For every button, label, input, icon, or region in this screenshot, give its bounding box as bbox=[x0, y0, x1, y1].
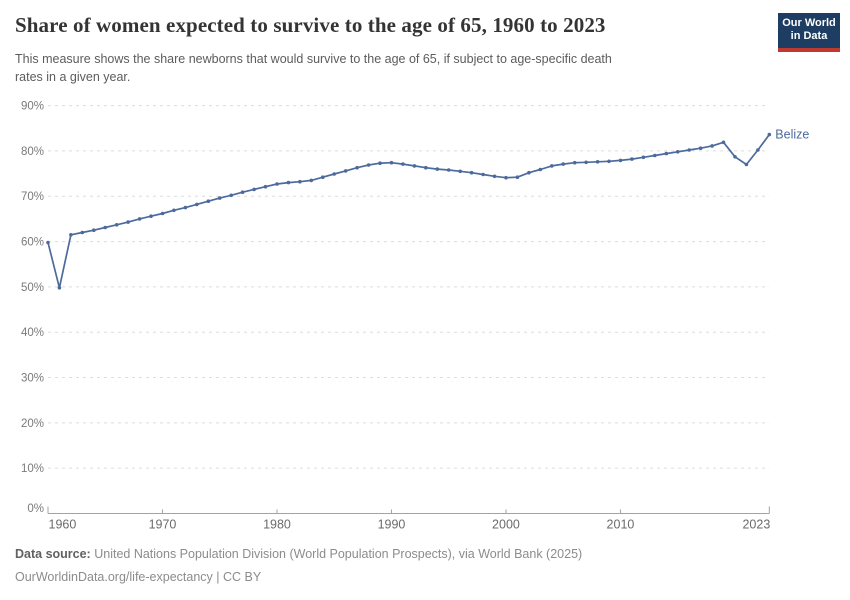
data-point bbox=[80, 230, 85, 235]
data-point bbox=[298, 179, 302, 184]
y-axis-tick-label: 90% bbox=[21, 101, 44, 113]
data-point bbox=[618, 158, 623, 163]
data-point bbox=[733, 155, 737, 159]
data-point bbox=[469, 170, 474, 175]
x-axis-tick-label: 1990 bbox=[378, 518, 406, 532]
data-point bbox=[378, 161, 382, 165]
owid-logo-line2: in Data bbox=[790, 30, 828, 42]
data-point bbox=[492, 174, 497, 179]
data-point bbox=[446, 168, 451, 172]
y-axis-tick-label: 50% bbox=[21, 282, 44, 294]
data-point bbox=[195, 202, 199, 207]
y-axis-tick-label: 20% bbox=[21, 418, 44, 430]
license-line: OurWorldinData.org/life-expectancy | CC … bbox=[15, 570, 262, 584]
y-axis-tick-label: 30% bbox=[21, 373, 44, 385]
y-axis-tick-label: 80% bbox=[21, 146, 44, 158]
data-point bbox=[240, 190, 245, 194]
data-point bbox=[412, 164, 417, 168]
data-point bbox=[721, 140, 726, 145]
data-point bbox=[92, 228, 96, 232]
x-axis-tick-label: 1970 bbox=[149, 518, 177, 532]
data-point bbox=[309, 178, 314, 183]
data-point bbox=[675, 150, 680, 154]
owid-logo[interactable]: Our World in Data bbox=[778, 13, 840, 52]
data-point bbox=[527, 170, 531, 175]
data-point bbox=[710, 144, 714, 148]
chart-subtitle-line1: This measure shows the share newborns th… bbox=[15, 52, 612, 66]
data-point bbox=[69, 233, 73, 237]
data-point bbox=[286, 180, 291, 185]
data-point bbox=[332, 172, 337, 176]
data-point bbox=[343, 169, 348, 173]
chart-subtitle: This measure shows the share newborns th… bbox=[15, 50, 612, 86]
data-point bbox=[641, 155, 646, 160]
data-point bbox=[114, 223, 119, 227]
data-point bbox=[252, 187, 256, 192]
data-point bbox=[149, 214, 153, 218]
data-point bbox=[584, 160, 588, 165]
data-point bbox=[756, 148, 760, 152]
data-point bbox=[550, 164, 554, 168]
data-point bbox=[275, 182, 279, 186]
data-point bbox=[504, 175, 508, 180]
data-source-line: Data source: United Nations Population D… bbox=[15, 546, 582, 562]
y-axis-tick-label: 0% bbox=[27, 503, 44, 515]
data-point bbox=[206, 199, 211, 203]
data-line-belize bbox=[47, 133, 771, 289]
x-axis-tick-label: 1960 bbox=[49, 518, 77, 532]
data-point bbox=[217, 196, 222, 200]
data-point bbox=[653, 153, 657, 158]
y-axis-tick-label: 60% bbox=[21, 237, 44, 249]
y-axis-tick-label: 70% bbox=[21, 191, 44, 203]
data-point bbox=[183, 205, 188, 210]
data-point bbox=[458, 169, 463, 174]
data-point bbox=[698, 146, 703, 150]
data-point bbox=[538, 167, 543, 172]
data-point bbox=[744, 162, 749, 167]
data-source-label: Data source: bbox=[15, 547, 91, 561]
page-title: Share of women expected to survive to th… bbox=[15, 13, 606, 37]
data-point bbox=[424, 165, 428, 170]
data-point bbox=[481, 172, 485, 177]
data-point bbox=[46, 240, 50, 245]
x-axis-tick-label: 1980 bbox=[263, 518, 291, 532]
data-point bbox=[767, 132, 772, 137]
data-source-text: United Nations Population Division (Worl… bbox=[94, 547, 583, 561]
data-point bbox=[687, 148, 691, 152]
data-point bbox=[607, 159, 611, 164]
owid-logo-line1: Our World bbox=[782, 17, 836, 29]
data-point bbox=[389, 160, 394, 165]
x-axis-tick-label: 2023 bbox=[742, 518, 770, 532]
data-point bbox=[263, 184, 268, 189]
data-point bbox=[321, 175, 325, 179]
data-point bbox=[126, 220, 130, 224]
data-point bbox=[572, 160, 577, 165]
data-point bbox=[160, 211, 165, 216]
data-point bbox=[664, 151, 669, 156]
y-axis-tick-label: 10% bbox=[21, 463, 44, 475]
data-point bbox=[137, 217, 142, 221]
data-point bbox=[401, 162, 405, 166]
data-point bbox=[229, 193, 233, 198]
data-point bbox=[561, 162, 565, 166]
data-point bbox=[103, 225, 107, 230]
data-point bbox=[172, 208, 176, 213]
data-point bbox=[57, 286, 62, 290]
y-axis-tick-label: 40% bbox=[21, 327, 44, 339]
data-point bbox=[366, 163, 371, 167]
chart-footer: Data source: United Nations Population D… bbox=[15, 546, 582, 585]
series-label-belize: Belize bbox=[775, 128, 809, 142]
data-point bbox=[595, 160, 600, 164]
data-point bbox=[515, 175, 520, 179]
x-axis-tick-label: 2010 bbox=[607, 518, 635, 532]
data-point bbox=[435, 167, 440, 171]
chart-subtitle-line2: rates in a given year. bbox=[15, 70, 131, 84]
data-point bbox=[630, 157, 634, 161]
data-point bbox=[355, 165, 359, 170]
x-axis-tick-label: 2000 bbox=[492, 518, 520, 532]
